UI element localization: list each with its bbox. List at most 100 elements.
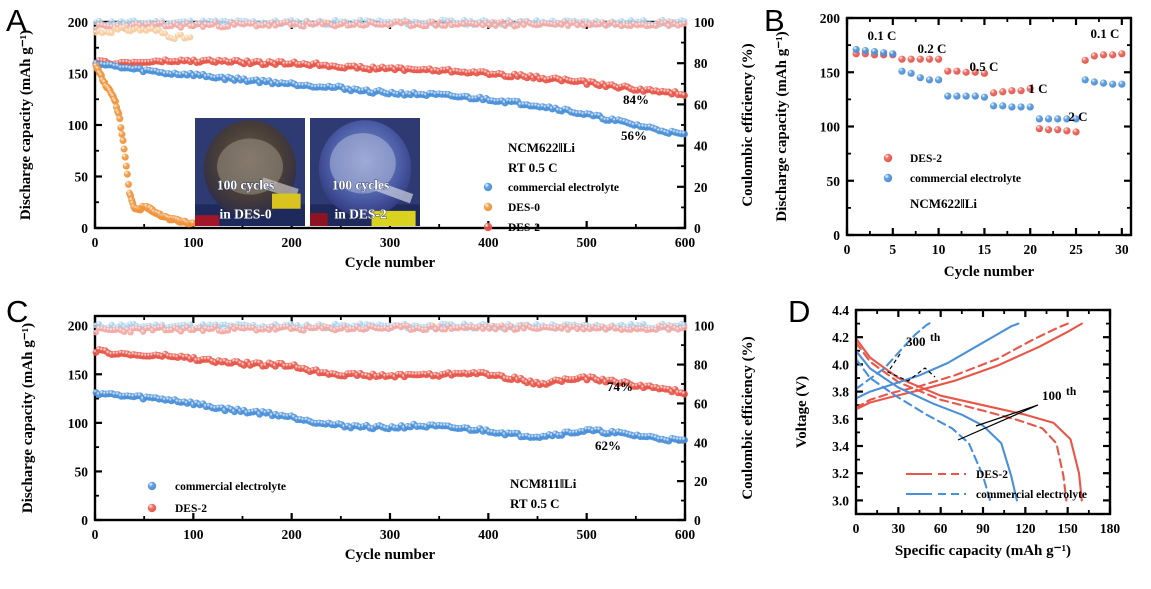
- y-axis-title-right: Coulombic efficiency (%): [740, 336, 756, 499]
- panel-c-letter: C: [6, 294, 29, 329]
- legend-label-0: DES-2: [910, 153, 942, 165]
- y-tick-label-left: 0: [81, 221, 88, 236]
- y-tick-label-left: 200: [68, 15, 89, 30]
- legend-marker-0: [883, 153, 893, 163]
- x-tick-label: 0: [844, 242, 851, 257]
- legend-marker-1: [483, 202, 493, 212]
- x-tick-label: 600: [675, 235, 696, 250]
- y-axis-title-right: Coulombic efficiency (%): [740, 43, 756, 206]
- inset-caption-line1: 100 cycles: [217, 177, 274, 192]
- series-ce-des-2: [92, 322, 688, 336]
- y-tick-label-right: 60: [694, 396, 708, 411]
- x-tick-label: 100: [183, 235, 204, 250]
- condition-cell: NCM622‖Li: [910, 196, 977, 211]
- y-tick-label-left: 150: [68, 67, 89, 82]
- condition-cell: NCM811‖Li: [510, 476, 577, 491]
- legend-label-1: DES-2: [175, 503, 207, 515]
- inset-caption-line1: 100 cycles: [332, 177, 389, 192]
- series-ce-des-2: [92, 18, 688, 33]
- y-tick-label: 200: [820, 11, 841, 26]
- x-tick-label: 500: [577, 527, 598, 542]
- x-tick-label: 300: [380, 527, 401, 542]
- rate-label-2: 0.5 C: [970, 59, 999, 74]
- legend: DES-2 commercial electrolyte: [906, 469, 1087, 501]
- y-tick-label: 50: [827, 174, 841, 189]
- x-axis: 0 100 200 300 400 500 600: [92, 316, 696, 542]
- x-axis-title: Cycle number: [345, 255, 436, 271]
- x-tick-label: 120: [1015, 521, 1036, 536]
- x-tick-label: 600: [675, 527, 696, 542]
- retention-label-commercial: 56%: [621, 128, 647, 143]
- plot-frame: [854, 308, 1112, 516]
- cycle-label-300: 300: [906, 334, 926, 349]
- y-tick-label-right: 0: [694, 513, 701, 528]
- curve-des-2-100th-discharge: [857, 338, 1083, 502]
- x-tick-label: 0: [92, 527, 99, 542]
- inset-caption-line2: in DES-0: [220, 206, 272, 221]
- rate-label-5: 0.1 C: [1091, 26, 1120, 41]
- x-axis: 0 30 60 90 120 150 180: [853, 310, 1120, 536]
- series-commercial-electrolyte: [92, 59, 688, 138]
- x-tick-label: 25: [1069, 242, 1083, 257]
- y-tick-label-left: 150: [68, 367, 89, 382]
- y-tick-label: 4.4: [832, 303, 849, 318]
- legend: commercial electrolyte DES-0 DES-2: [483, 182, 619, 234]
- panel-b-chart: 0 5 10 15 20 25 30 Cycle number 0 50 100 150 200 Disc…: [774, 11, 1133, 280]
- panel-d-chart: 0 30 60 90 120 150 180 Specific capacity (mAh g…: [794, 303, 1120, 559]
- x-tick-label: 10: [932, 242, 946, 257]
- y-tick-label: 3.2: [832, 466, 849, 481]
- x-tick-label: 60: [934, 521, 948, 536]
- x-tick-label: 200: [282, 527, 303, 542]
- y-tick-label-right: 40: [694, 139, 708, 154]
- legend-marker-0: [483, 182, 493, 192]
- series-des-2: [92, 346, 688, 398]
- y-tick-label-left: 50: [75, 464, 89, 479]
- retention-label-commercial: 62%: [595, 438, 621, 453]
- x-tick-label: 200: [282, 235, 303, 250]
- series-commercial-electrolyte: [852, 45, 1126, 123]
- x-tick-label: 400: [478, 235, 499, 250]
- x-tick-label: 400: [478, 527, 499, 542]
- leader-line-300: [887, 353, 936, 382]
- y-axis-right: 0 20 40 60 80 100: [677, 15, 715, 236]
- legend-label-0: commercial electrolyte: [175, 481, 286, 493]
- x-axis: 0 5 10 15 20 25 30: [844, 18, 1129, 257]
- y-tick-label: 3.6: [832, 412, 849, 427]
- legend-label-2: DES-2: [508, 222, 540, 234]
- condition-cell: NCM622‖Li: [508, 140, 575, 155]
- x-axis-title: Specific capacity (mAh g⁻¹): [895, 543, 1071, 559]
- y-tick-label-left: 50: [75, 170, 89, 185]
- panel-a: A 0 100 200 300 400 500 600 Cycle number 0 50 100 1…: [0, 0, 780, 290]
- cycle-label-100-sup: th: [1066, 386, 1077, 398]
- panel-b-letter: B: [764, 3, 785, 38]
- x-tick-label: 90: [976, 521, 990, 536]
- cycle-label-300-sup: th: [930, 332, 941, 344]
- x-tick-label: 300: [380, 235, 401, 250]
- y-tick-label: 150: [820, 65, 841, 80]
- panel-d-letter: D: [788, 294, 811, 329]
- y-axis-left: 0 50 100 150 200: [68, 319, 102, 528]
- y-axis-title: Voltage (V): [794, 376, 810, 448]
- legend-label-1: commercial electrolyte: [910, 173, 1021, 185]
- legend: commercial electrolyte DES-2: [147, 481, 286, 515]
- cycle-label-100: 100: [1042, 388, 1062, 403]
- panel-c: C 0 100 200 300 400 500 600 Cycle number 0 50 100 1…: [0, 288, 780, 589]
- curve-commercial-100th-charge: [857, 322, 1020, 400]
- series-des-2: [92, 56, 688, 99]
- legend-marker-2: [483, 222, 493, 232]
- x-axis-title: Cycle number: [944, 264, 1035, 280]
- y-axis-left: 0 50 100 150 200: [68, 15, 102, 236]
- retention-label-des2: 84%: [623, 92, 649, 107]
- x-tick-label: 30: [1115, 242, 1129, 257]
- curve-commercial-300th-discharge: [857, 358, 992, 502]
- y-tick-label: 0: [833, 228, 840, 243]
- y-tick-label-right: 0: [694, 221, 701, 236]
- y-tick-label: 3.4: [832, 439, 849, 454]
- leader-line-100: [957, 404, 1039, 441]
- series-des-0: [92, 62, 197, 228]
- curve-des-2-300th-charge: [857, 322, 1069, 409]
- legend-marker-1: [147, 503, 157, 513]
- series-commercial-electrolyte: [92, 389, 688, 445]
